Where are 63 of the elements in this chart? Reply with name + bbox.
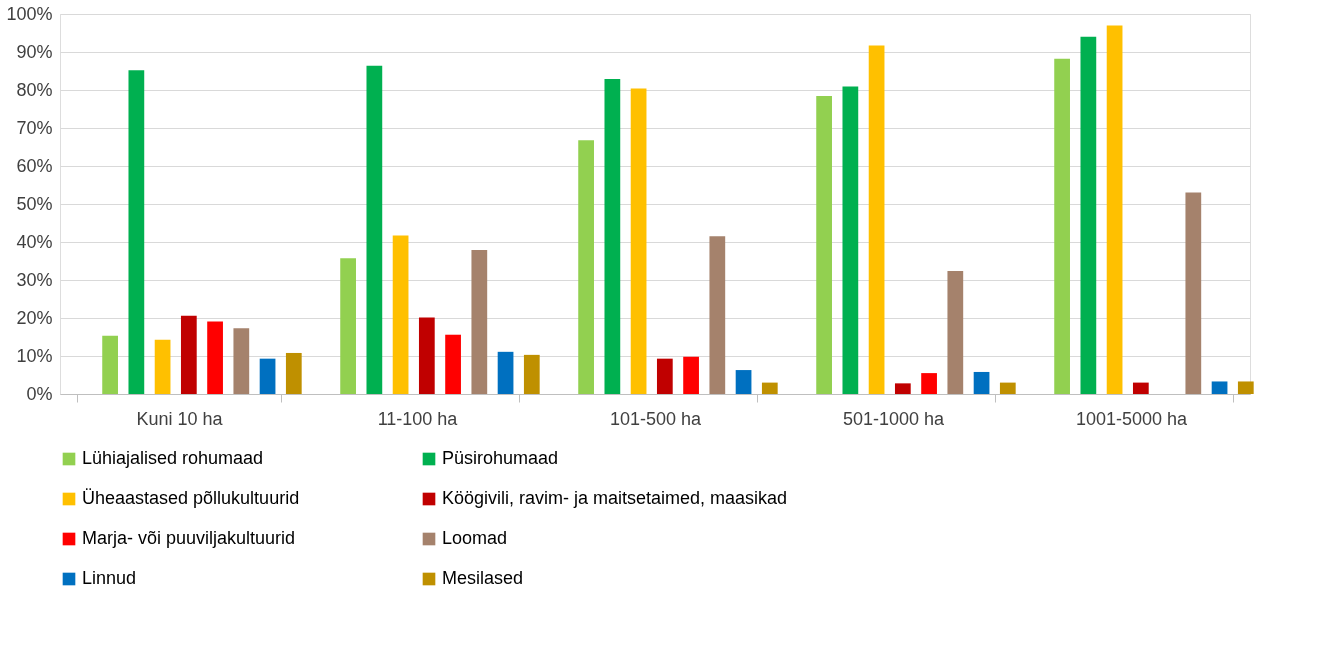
- legend-label: Mesilased: [442, 568, 524, 588]
- bar: [471, 249, 488, 394]
- bar: [102, 335, 118, 394]
- bar: [999, 382, 1016, 394]
- bar: [340, 258, 356, 394]
- bar: [656, 358, 673, 394]
- bar: [207, 321, 223, 394]
- bar: [1054, 58, 1070, 394]
- bar: [578, 140, 594, 394]
- legend-label: Püsirohumaad: [442, 448, 559, 468]
- bar: [709, 236, 726, 394]
- bar: [259, 358, 276, 394]
- bar: [973, 371, 990, 394]
- y-tick-label: 80%: [16, 79, 53, 100]
- legend-label: Köögivili, ravim- ja maitsetaimed, maasikad: [442, 488, 788, 508]
- bar: [1185, 192, 1202, 394]
- x-tick-label: 501-1000 ha: [842, 408, 946, 429]
- y-tick-label: 20%: [16, 307, 53, 328]
- bar: [366, 65, 383, 394]
- bar: [523, 354, 540, 394]
- legend-label: Marja- või puuviljakultuurid: [82, 528, 296, 548]
- bar: [1237, 381, 1254, 394]
- legend-label: Lühiajalised rohumaad: [82, 448, 264, 468]
- bar: [128, 70, 145, 394]
- bar: [1132, 382, 1149, 394]
- bar: [1106, 25, 1123, 394]
- y-tick-label: 10%: [16, 345, 53, 366]
- y-tick-label: 90%: [16, 41, 53, 62]
- bar: [868, 45, 885, 394]
- bar: [894, 383, 911, 394]
- bar: [445, 334, 461, 394]
- legend-label: Loomad: [442, 528, 508, 548]
- y-tick-label: 60%: [16, 155, 53, 176]
- bar: [233, 328, 250, 394]
- bar: [842, 86, 859, 394]
- bar: [497, 351, 514, 394]
- y-tick-label: 30%: [16, 269, 53, 290]
- bar: [154, 339, 171, 394]
- y-tick-label: 40%: [16, 231, 53, 252]
- bar: [1211, 381, 1228, 394]
- bar: [604, 78, 621, 394]
- y-tick-label: 50%: [16, 193, 53, 214]
- y-tick-label: 70%: [16, 117, 53, 138]
- y-tick-label: 0%: [26, 383, 53, 404]
- legend-label: Üheaastased põllukultuurid: [82, 488, 300, 508]
- bar: [947, 270, 964, 394]
- bar: [418, 317, 435, 394]
- legend-label: Linnud: [82, 568, 137, 588]
- bar: [816, 96, 832, 394]
- bar: [735, 370, 752, 394]
- x-tick-label: Kuni 10 ha: [136, 408, 224, 429]
- x-tick-label: 11-100 ha: [377, 408, 459, 429]
- x-tick-label: 1001-5000 ha: [1075, 408, 1189, 429]
- bar: [1080, 36, 1097, 394]
- bar: [630, 88, 647, 394]
- bar: [921, 373, 937, 394]
- y-tick-label: 100%: [6, 3, 53, 24]
- bar: [180, 315, 197, 394]
- x-tick-label: 101-500 ha: [609, 408, 703, 429]
- bar: [285, 352, 302, 394]
- bar: [761, 382, 778, 394]
- bar: [392, 235, 409, 394]
- bar: [683, 356, 699, 394]
